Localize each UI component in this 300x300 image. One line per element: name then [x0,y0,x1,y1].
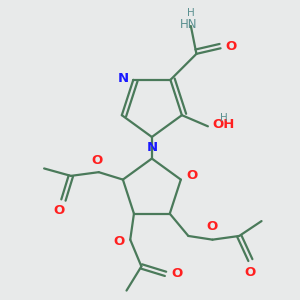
Text: O: O [171,267,182,280]
Text: O: O [225,40,236,53]
Text: OH: OH [212,118,235,131]
Text: O: O [91,154,103,166]
Text: O: O [53,205,64,218]
Text: HN: HN [180,18,198,31]
Text: O: O [186,169,198,182]
Text: O: O [113,235,125,248]
Text: H: H [187,8,195,18]
Text: H: H [220,113,227,123]
Text: N: N [118,71,129,85]
Text: O: O [245,266,256,279]
Text: N: N [146,142,158,154]
Text: O: O [207,220,218,233]
